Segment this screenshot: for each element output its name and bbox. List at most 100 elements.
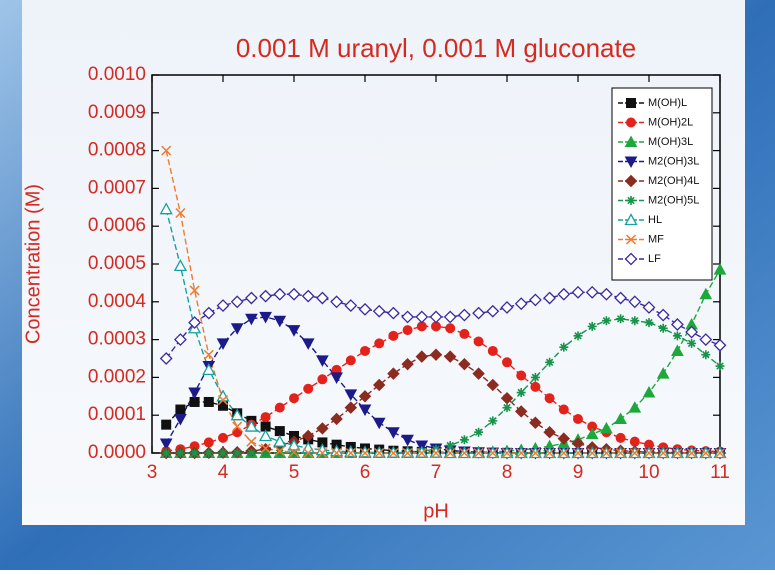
data-marker [203, 396, 214, 407]
data-marker [445, 440, 455, 450]
data-marker [374, 447, 385, 459]
data-marker [173, 259, 187, 272]
data-marker [161, 419, 172, 430]
data-marker [244, 419, 258, 432]
data-marker [670, 318, 684, 331]
data-marker [486, 304, 500, 318]
data-marker [628, 401, 642, 413]
x-tick-label: 6 [360, 462, 371, 483]
x-tick-label: 9 [573, 462, 584, 483]
data-marker [616, 314, 626, 324]
data-marker [188, 316, 202, 330]
data-marker [473, 447, 484, 459]
data-marker [573, 331, 583, 341]
data-marker [386, 306, 400, 320]
x-tick-label: 7 [431, 462, 442, 483]
data-marker [486, 378, 500, 392]
plot-area: 0.0000 0.0001 0.0002 0.0003 0.0004 0.0005 0.00… [88, 64, 730, 483]
data-marker [458, 357, 471, 371]
data-marker [530, 381, 541, 392]
data-marker [472, 367, 485, 380]
data-marker [387, 367, 400, 380]
data-marker [713, 338, 727, 352]
data-marker [330, 412, 343, 426]
y-tick-label: 0.0001 [88, 404, 146, 425]
data-marker [516, 388, 526, 398]
data-marker [203, 349, 214, 360]
data-marker [615, 432, 626, 443]
data-marker [316, 422, 329, 435]
legend-label: M(OH)L [648, 97, 687, 109]
data-marker [174, 413, 187, 426]
data-marker [273, 315, 287, 328]
data-marker [530, 372, 540, 382]
y-tick-label: 0.0006 [88, 215, 146, 236]
data-marker [630, 316, 640, 326]
data-marker [245, 313, 258, 326]
data-marker [656, 308, 670, 322]
data-marker [501, 447, 513, 459]
data-marker [701, 350, 711, 360]
data-marker [374, 338, 385, 349]
data-marker [202, 362, 216, 375]
data-marker [699, 287, 713, 300]
data-marker [388, 447, 399, 459]
data-marker [218, 448, 228, 458]
x-tick-label: 8 [502, 462, 513, 483]
data-marker [629, 436, 640, 447]
data-marker [658, 447, 669, 459]
data-marker [558, 447, 569, 459]
series-line [166, 354, 721, 454]
data-marker [487, 345, 498, 356]
data-marker [315, 291, 329, 305]
data-marker [488, 416, 498, 426]
y-tick-label: 0.0002 [88, 366, 146, 387]
series-line [165, 150, 720, 454]
data-marker [614, 291, 628, 305]
data-marker [502, 403, 512, 413]
x-tick-label: 5 [289, 462, 300, 483]
data-marker [301, 289, 315, 303]
data-marker [161, 448, 171, 458]
legend-marker [624, 174, 638, 188]
data-marker [699, 333, 713, 347]
data-marker [216, 299, 230, 312]
data-marker [543, 291, 557, 305]
data-marker [473, 336, 484, 347]
y-tick-label: 0.0008 [88, 140, 146, 161]
y-tick-label: 0.0000 [88, 442, 146, 463]
legend-marker [626, 98, 636, 108]
data-marker [687, 338, 697, 348]
data-marker [230, 323, 244, 335]
data-marker [358, 404, 372, 417]
data-marker [686, 447, 697, 459]
data-marker [358, 390, 372, 403]
legend-marker [624, 135, 638, 147]
data-marker [232, 448, 242, 458]
data-marker [615, 447, 626, 459]
data-marker [244, 291, 258, 305]
data-marker [159, 438, 173, 451]
data-marker [429, 310, 443, 324]
data-marker [274, 402, 285, 413]
data-marker [402, 447, 413, 459]
data-marker [587, 447, 598, 459]
data-marker [345, 447, 356, 459]
data-marker [572, 447, 584, 459]
data-marker [273, 287, 287, 301]
x-tick-label: 3 [147, 462, 158, 483]
data-marker [344, 389, 358, 401]
legend-marker [624, 156, 638, 169]
data-marker [372, 417, 386, 430]
data-marker [287, 438, 301, 451]
data-marker [658, 323, 668, 333]
data-marker [459, 435, 469, 445]
data-marker [601, 316, 611, 326]
data-marker [230, 295, 244, 309]
data-marker [287, 287, 301, 301]
data-marker [230, 408, 244, 421]
data-marker [401, 310, 415, 324]
data-marker [671, 344, 684, 356]
data-marker [330, 372, 343, 384]
legend-marker [625, 234, 637, 245]
